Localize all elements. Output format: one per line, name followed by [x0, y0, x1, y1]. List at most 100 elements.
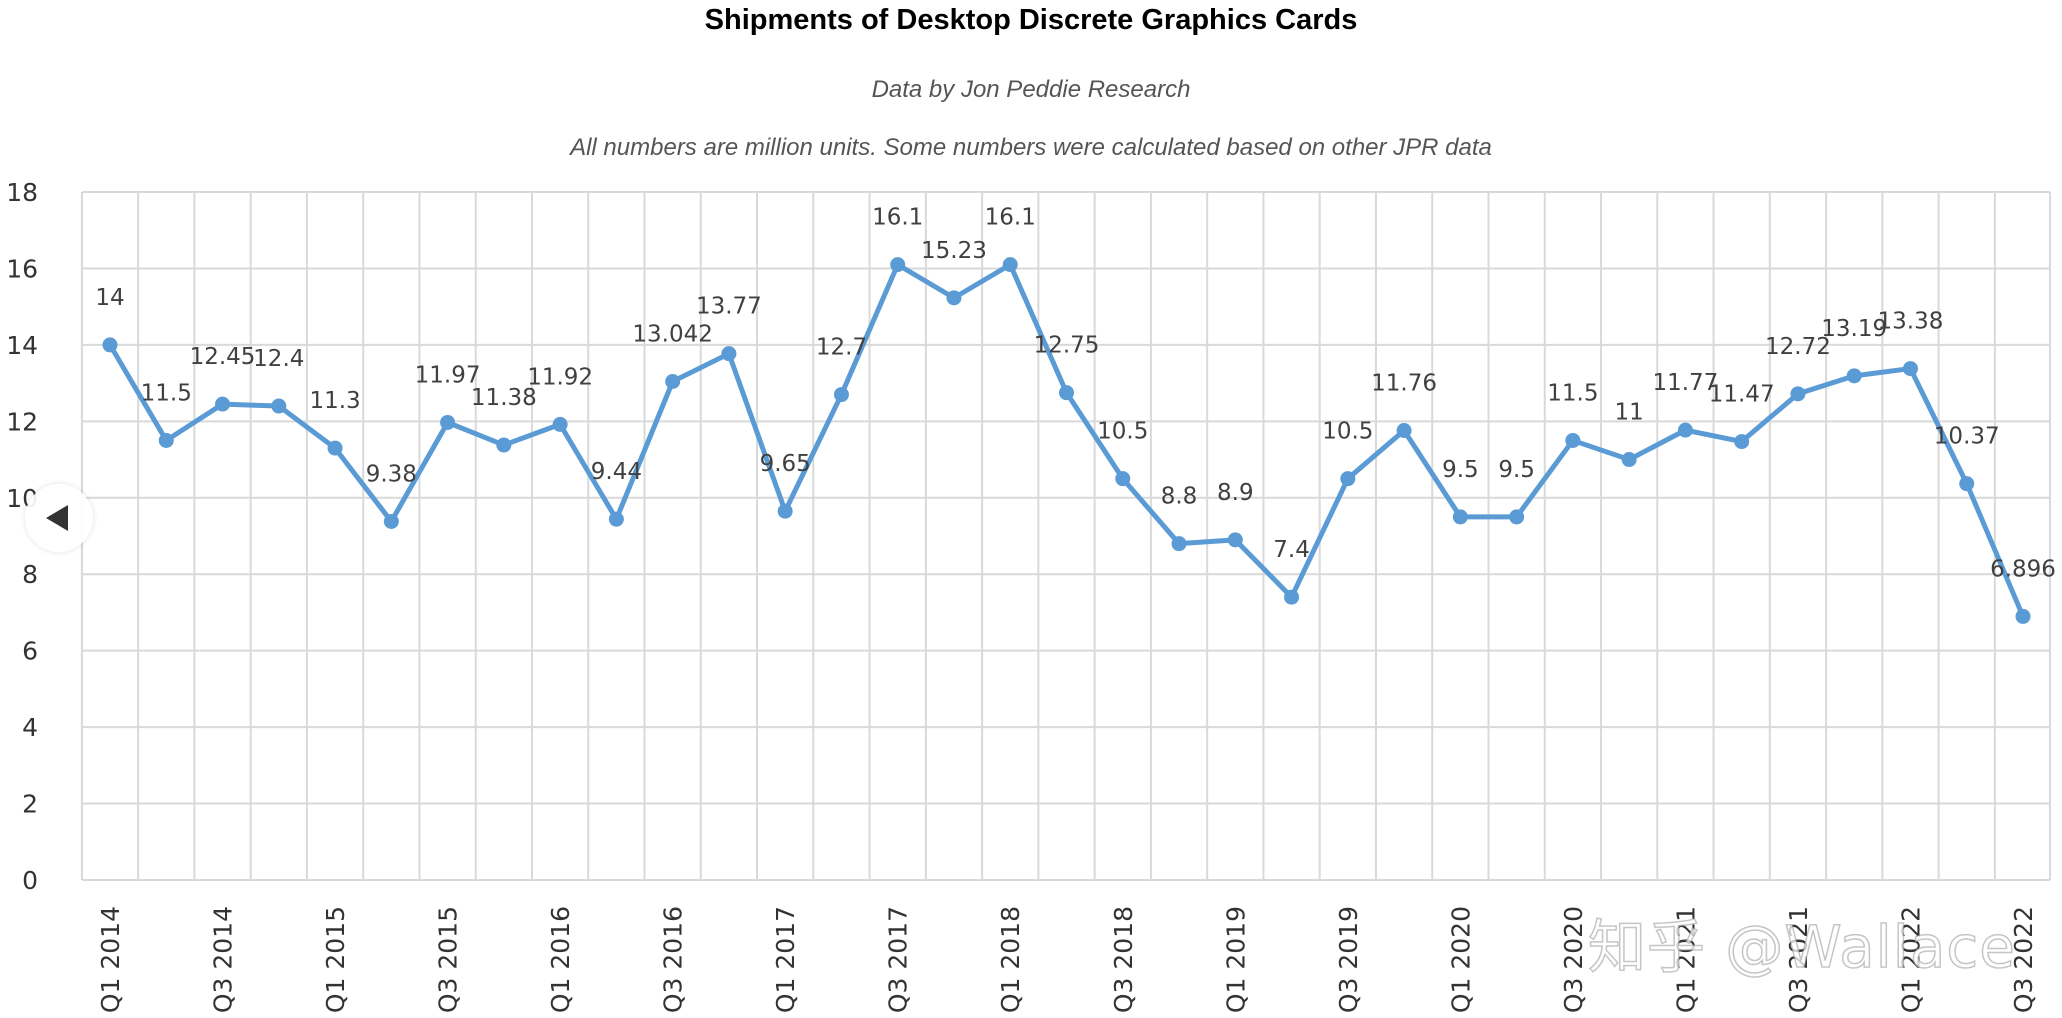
- data-label: 9.38: [366, 461, 417, 487]
- data-label: 10.5: [1097, 419, 1148, 445]
- x-tick-label: Q1 2018: [996, 906, 1025, 1013]
- data-point: [1227, 532, 1243, 548]
- x-axis-tick-labels: Q1 2014 Q3 2014 Q1 2015 Q3 2015 Q1 2016 Q3 20…: [96, 906, 2038, 1013]
- data-point: [1902, 361, 1918, 377]
- data-label: 11.5: [1547, 380, 1598, 406]
- data-point: [1790, 386, 1806, 402]
- data-label: 11.76: [1371, 371, 1437, 397]
- data-point: [1171, 536, 1187, 552]
- data-point: [552, 416, 568, 432]
- data-point: [1340, 471, 1356, 487]
- data-label: 13.77: [696, 294, 762, 320]
- data-point: [215, 396, 231, 412]
- data-label: 9.5: [1498, 457, 1535, 483]
- data-point: [1509, 509, 1525, 525]
- data-label: 11.77: [1652, 370, 1718, 396]
- data-label: 12.72: [1765, 334, 1831, 360]
- data-point: [383, 513, 399, 529]
- y-tick-label: 0: [22, 866, 38, 895]
- y-tick-label: 2: [22, 790, 38, 819]
- x-tick-label: Q1 2016: [546, 906, 575, 1013]
- data-label: 11.47: [1709, 382, 1775, 408]
- data-point: [1677, 422, 1693, 438]
- chart-subtitle: Data by Jon Peddie Research: [871, 76, 1191, 103]
- data-point: [1621, 452, 1637, 468]
- y-tick-label: 8: [22, 560, 38, 589]
- data-label: 11.97: [415, 362, 481, 388]
- data-label: 9.44: [591, 459, 642, 485]
- data-point: [327, 440, 343, 456]
- y-tick-label: 4: [22, 713, 38, 742]
- data-label: 11.38: [471, 385, 537, 411]
- vertical-gridlines: [80, 192, 2051, 880]
- data-label: 12.75: [1034, 333, 1100, 359]
- data-point: [1565, 432, 1581, 448]
- data-point: [158, 432, 174, 448]
- x-tick-label: Q1 2015: [321, 906, 350, 1013]
- data-label: 13.19: [1821, 316, 1887, 342]
- x-tick-label: Q3 2014: [209, 906, 238, 1013]
- data-point: [1452, 509, 1468, 525]
- data-label: 16.1: [985, 205, 1036, 231]
- data-point: [608, 511, 624, 527]
- y-tick-label: 6: [22, 637, 38, 666]
- x-tick-label: Q1 2014: [96, 906, 125, 1013]
- data-point: [833, 387, 849, 403]
- data-point: [890, 257, 906, 273]
- data-label: 10.37: [1934, 424, 2000, 450]
- data-point: [1059, 385, 1074, 401]
- x-tick-label: Q3 2016: [659, 906, 688, 1013]
- data-label: 8.8: [1161, 484, 1198, 510]
- data-label: 14: [95, 285, 124, 311]
- data-point: [102, 337, 118, 353]
- data-point: [271, 398, 287, 414]
- data-label: 15.23: [921, 238, 987, 264]
- chart-title: Shipments of Desktop Discrete Graphics C…: [704, 4, 1358, 36]
- x-tick-label: Q3 2017: [884, 906, 913, 1013]
- x-tick-label: Q1 2017: [771, 906, 800, 1013]
- chevron-left-icon: [46, 505, 68, 531]
- data-label: 7.4: [1273, 537, 1310, 563]
- data-point: [496, 437, 512, 453]
- y-tick-label: 16: [6, 254, 38, 283]
- y-tick-label: 14: [6, 331, 38, 360]
- previous-button[interactable]: [25, 484, 93, 552]
- y-tick-label: 18: [6, 178, 38, 207]
- data-label: 11.92: [527, 364, 593, 390]
- data-point: [721, 346, 737, 362]
- data-label: 13.38: [1878, 309, 1944, 335]
- data-point: [1115, 471, 1131, 487]
- y-tick-label: 12: [6, 407, 38, 436]
- data-point: [665, 374, 681, 390]
- data-point: [1959, 476, 1975, 492]
- data-point: [777, 503, 793, 519]
- data-label: 12.4: [253, 346, 304, 372]
- data-point: [946, 290, 962, 306]
- watermark: 知乎 @Wallace: [1587, 912, 2016, 982]
- data-label: 16.1: [872, 205, 923, 231]
- data-label: 9.65: [760, 451, 811, 477]
- x-tick-label: Q1 2020: [1446, 906, 1475, 1013]
- data-point: [440, 414, 456, 430]
- x-tick-label: Q3 2021: [1784, 906, 1813, 1013]
- data-label: 9.5: [1442, 457, 1479, 483]
- data-label: 13.042: [632, 322, 712, 348]
- series-points: [102, 257, 2031, 624]
- data-point: [2015, 608, 2031, 624]
- data-label: 6.896: [1990, 556, 2056, 582]
- data-point: [1846, 368, 1862, 384]
- data-point: [1734, 434, 1750, 450]
- data-label: 8.9: [1217, 480, 1254, 506]
- x-tick-label: Q3 2019: [1334, 906, 1363, 1013]
- data-label: 12.7: [816, 335, 867, 361]
- x-tick-label: Q3 2020: [1559, 906, 1588, 1013]
- data-point: [1284, 589, 1300, 605]
- data-label: 11.3: [309, 388, 360, 414]
- horizontal-gridlines: [82, 191, 2050, 881]
- x-tick-label: Q3 2015: [434, 906, 463, 1013]
- chart-note: All numbers are million units. Some numb…: [570, 134, 1492, 161]
- x-tick-label: Q1 2021: [1671, 906, 1700, 1013]
- data-point: [1002, 257, 1018, 273]
